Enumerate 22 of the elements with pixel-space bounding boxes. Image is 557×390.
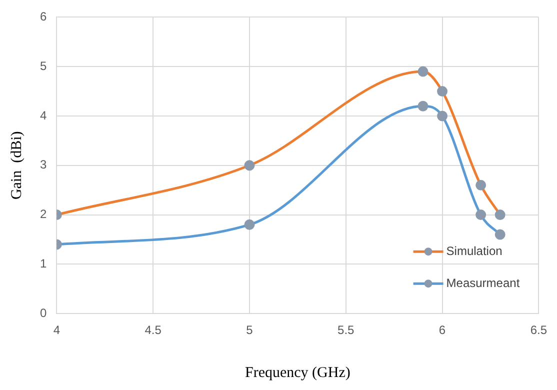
x-tick-label: 5 bbox=[246, 323, 254, 338]
y-tick-label: 0 bbox=[40, 306, 47, 320]
y-tick-label: 4 bbox=[40, 108, 47, 122]
x-tick-label: 4 bbox=[53, 323, 60, 338]
x-tick-label: 6 bbox=[438, 323, 446, 338]
y-tick-label: 2 bbox=[40, 207, 47, 222]
x-tick-label: 5.5 bbox=[338, 323, 355, 338]
point bbox=[437, 110, 448, 122]
x-tick-label: 6.5 bbox=[530, 323, 548, 338]
y-tick-label: 1 bbox=[40, 256, 47, 271]
point bbox=[494, 229, 506, 240]
point bbox=[476, 210, 486, 220]
y-axis-title: Gain (dBi) bbox=[8, 131, 25, 200]
y-tick-label: 3 bbox=[40, 158, 47, 172]
point bbox=[244, 219, 255, 230]
legend-label: Simulation bbox=[446, 244, 502, 258]
y-tick-label: 5 bbox=[40, 58, 47, 73]
y-tick-label: 6 bbox=[40, 10, 47, 24]
legend-label: Measurmeant bbox=[446, 276, 520, 290]
x-tick-label: 4.5 bbox=[144, 323, 162, 338]
x-axis-title: Frequency (GHz) bbox=[244, 364, 350, 381]
point bbox=[418, 100, 428, 112]
